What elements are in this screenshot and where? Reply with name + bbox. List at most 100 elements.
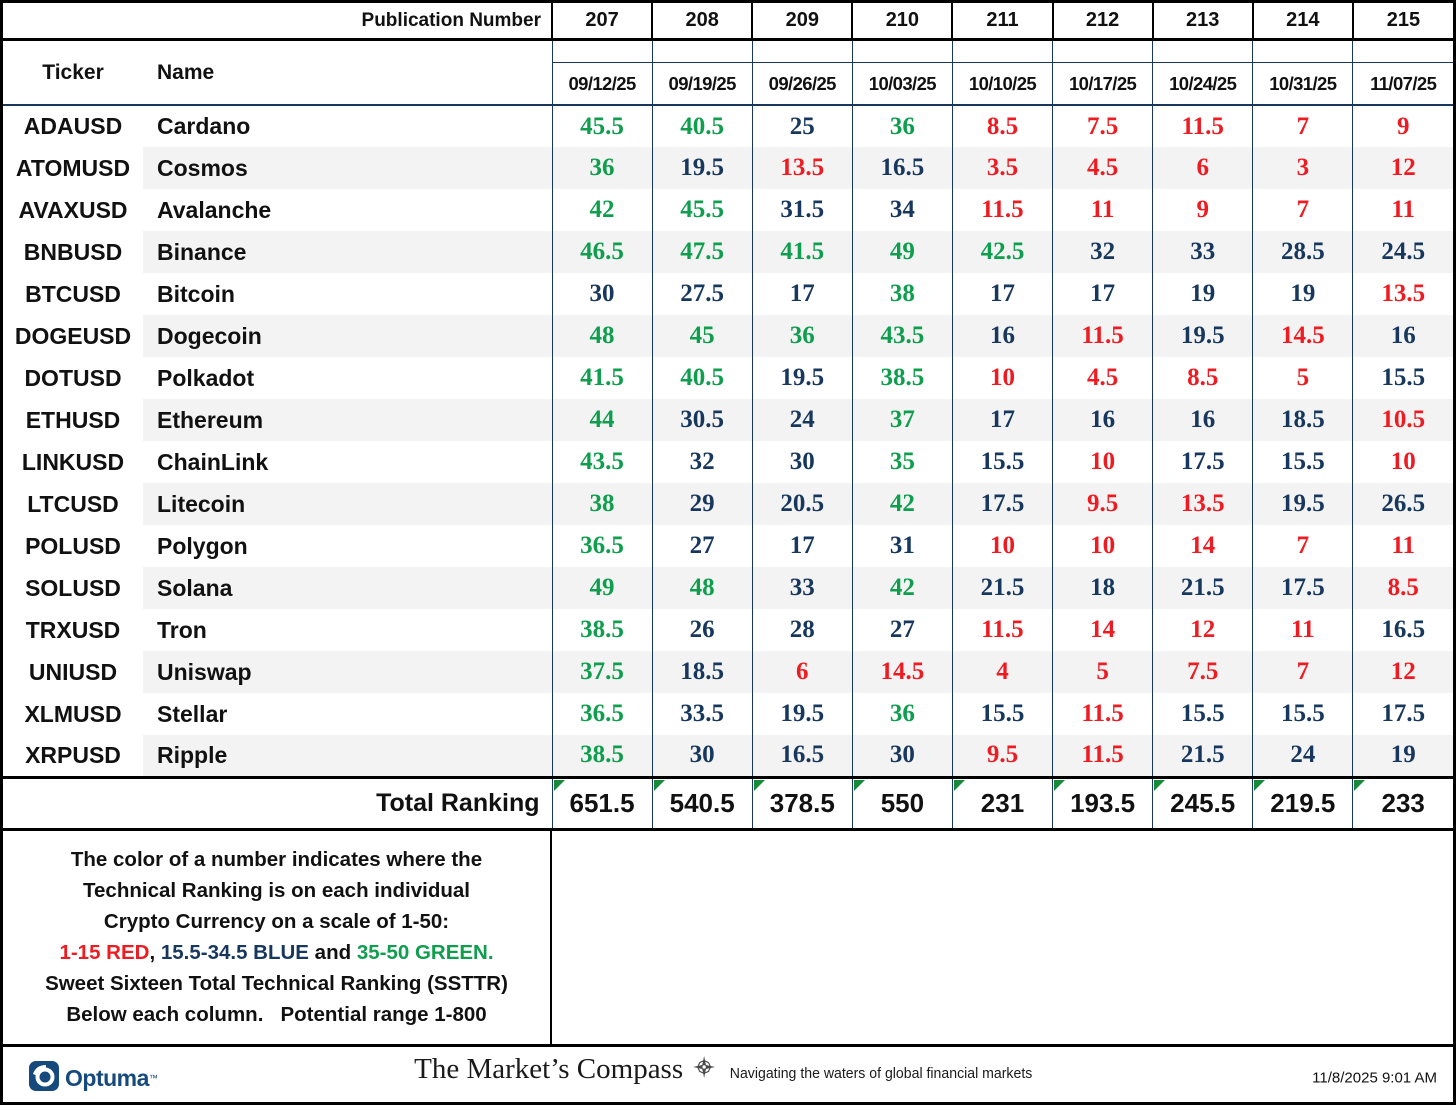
ticker-cell: TRXUSD [3,609,143,651]
publication-number: 214 [1251,3,1353,41]
ranking-value-cell: 11.5 [1052,735,1153,777]
ranking-value-cell: 36 [751,315,853,357]
ticker-cell: ETHUSD [3,399,143,441]
footer-bar: Optuma ™ The Market’s Compass Navigating… [3,1047,1453,1110]
ranking-value-cell: 10 [1052,441,1153,483]
spacer-cell [1352,39,1453,63]
ranking-value-cell: 17.5 [1352,693,1453,735]
date-header: 10/10/25 [951,62,1053,106]
ranking-value-cell: 15.5 [1352,357,1453,399]
total-ranking-value: 231 [980,787,1025,818]
ticker-cell: SOLUSD [3,567,143,609]
masthead-subtitle: Navigating the waters of global financia… [729,1064,1033,1082]
spacer-cell [1052,39,1153,63]
ranking-value-cell: 8.5 [1352,567,1453,609]
name-cell: Ethereum [143,399,552,441]
ranking-value-cell: 45.5 [651,189,753,231]
ranking-value-cell: 13.5 [751,147,853,189]
ranking-value-cell: 24.5 [1352,231,1453,273]
ranking-value-cell: 9 [1352,105,1453,147]
ranking-value-cell: 40.5 [651,357,753,399]
total-ranking-cell: 540.5 [651,775,753,831]
ranking-value-cell: 14.5 [851,651,953,693]
total-ranking-value: 219.5 [1270,787,1336,818]
trademark-mark: ™ [148,1073,158,1083]
date-header: 10/31/25 [1252,62,1353,106]
ranking-value-cell: 9.5 [1052,483,1153,525]
ranking-value-cell: 16.5 [851,147,953,189]
ranking-value-cell: 32 [1052,231,1153,273]
ranking-value-cell: 31 [851,525,953,567]
ranking-value-cell: 16.5 [751,735,853,777]
table-row: ADAUSD Cardano 45.5 40.5 25 36 8.5 7.5 11.5 7 9 [3,105,1453,147]
ranking-table: Publication Number 207 208 209 210 211 212 213… [3,3,1453,831]
ranking-value-cell: 17.5 [951,483,1053,525]
publication-number: 209 [751,3,853,41]
legend-box: The color of a number indicates where th… [3,830,552,1044]
spacer-cell [851,39,953,63]
total-ranking-value: 550 [880,787,925,818]
ranking-value-cell: 28 [751,609,853,651]
ticker-cell: LTCUSD [3,483,143,525]
ranking-value-cell: 33 [1152,231,1253,273]
ticker-cell: AVAXUSD [3,189,143,231]
total-ranking-cell: 219.5 [1252,775,1353,831]
spacer-cell [751,39,853,63]
ranking-value-cell: 32 [651,441,753,483]
ranking-value-cell: 42 [851,483,953,525]
masthead: The Market’s Compass Navigating the wate… [414,1053,1042,1086]
ranking-value-cell: 18.5 [651,651,753,693]
optuma-icon [29,1060,59,1096]
table-row: XLMUSD Stellar 36.5 33.5 19.5 36 15.5 11.5 15.5 1… [3,693,1453,735]
total-ranking-cell: 233 [1352,775,1453,831]
ranking-value-cell: 26 [651,609,753,651]
ticker-cell: BTCUSD [3,273,143,315]
total-ranking-value: 233 [1381,787,1425,818]
publication-number: 213 [1151,3,1253,41]
date-header: 09/26/25 [751,62,853,106]
ranking-value-cell: 13.5 [1152,483,1253,525]
ranking-value-cell: 11 [1352,525,1453,567]
total-ranking-value: 651.5 [569,787,635,818]
table-row: SOLUSD Solana 49 48 33 42 21.5 18 21.5 17.5 8.5 [3,567,1453,609]
ticker-cell: BNBUSD [3,231,143,273]
name-column-header: Name [157,60,215,84]
total-ranking-cell: 378.5 [751,775,853,831]
ranking-value-cell: 16.5 [1352,609,1453,651]
ranking-value-cell: 17.5 [1152,441,1253,483]
name-cell: Uniswap [143,651,552,693]
spacer-cell [951,39,1053,63]
publication-number: 211 [951,3,1053,41]
ticker-cell: XLMUSD [3,693,143,735]
ranking-value-cell: 27 [851,609,953,651]
ranking-value-cell: 19.5 [1152,315,1253,357]
total-ranking-row: Total Ranking 651.5 540.5 378.5 550 231 193.5… [3,775,1453,831]
ranking-value-cell: 44 [551,399,653,441]
ranking-value-cell: 17 [751,525,853,567]
corner-triangle-icon [753,780,765,791]
ranking-value-cell: 10 [951,357,1053,399]
publication-number: 215 [1351,3,1453,41]
legend-green-range: 35-50 GREEN. [356,941,494,964]
name-cell: Stellar [157,700,228,727]
name-cell: Bitcoin [157,280,235,307]
total-ranking-cell: 231 [951,775,1053,831]
ranking-value-cell: 10 [1352,441,1453,483]
ticker-cell: UNIUSD [3,651,143,693]
name-cell: Cardano [157,113,251,139]
ranking-value-cell: 10 [951,525,1053,567]
ranking-value-cell: 15.5 [951,441,1053,483]
table-row: BTCUSD Bitcoin 30 27.5 17 38 17 17 19 19 13.5 [3,273,1453,315]
ranking-value-cell: 48 [651,567,753,609]
ranking-value-cell: 17 [1052,273,1153,315]
ranking-value-cell: 38 [851,273,953,315]
total-ranking-cell: 550 [851,775,953,831]
report-timestamp: 11/8/2025 9:01 AM [1312,1069,1437,1087]
legend-line: Crypto Currency on a scale of 1-50: [103,910,450,933]
ranking-value-cell: 20.5 [751,483,853,525]
ranking-value-cell: 4 [951,651,1053,693]
ranking-value-cell: 7 [1252,189,1353,231]
date-header: 09/12/25 [551,62,653,106]
ranking-value-cell: 28.5 [1252,231,1353,273]
ranking-value-cell: 13.5 [1352,273,1453,315]
